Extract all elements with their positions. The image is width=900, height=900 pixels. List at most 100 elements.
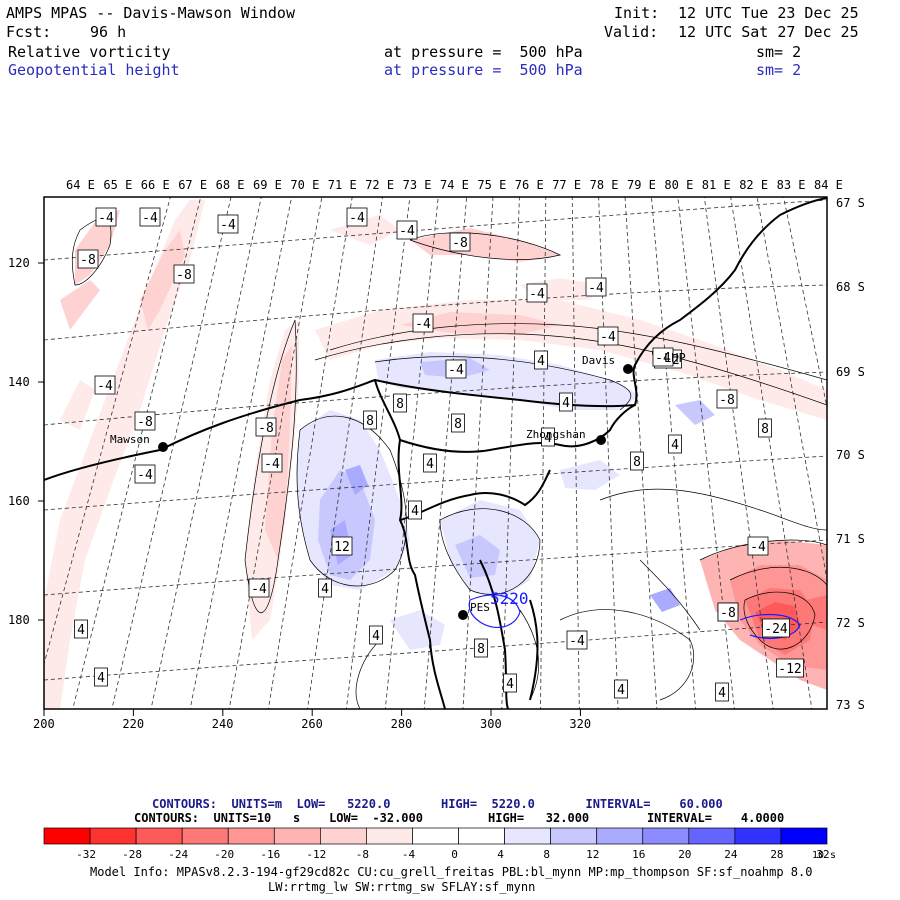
- colorbar-tick-label: 20: [678, 848, 691, 861]
- colorbar-boxes: [43, 827, 828, 845]
- lat-label: 70 S: [836, 448, 865, 462]
- contour-value-label: 4: [668, 434, 682, 454]
- contour-value-label: -4: [139, 207, 161, 227]
- colorbar-tick-label: 24: [724, 848, 738, 861]
- contour-value-text: -4: [142, 211, 158, 226]
- colorbar-tick-label: -4: [402, 848, 416, 861]
- contour-value-label: 12: [331, 536, 353, 556]
- plot-title: AMPS MPAS -- Davis-Mawson Window: [6, 4, 295, 22]
- vorticity-contour-info: CONTOURS: UNITS=10 s LOW= -32.000 HIGH= …: [134, 811, 785, 825]
- contour-value-label: 4: [423, 453, 437, 473]
- vorticity-map: -4 -4 -4 -4 -4 -8 -8 -8 -4 -4 -4 -4 -4 -8 -8 -4 -4 -8 -4 -1…: [8, 178, 865, 731]
- forecast-label: Fcst:: [6, 23, 52, 41]
- colorbar-box: [596, 827, 644, 845]
- y-tick-label: 180: [8, 613, 30, 627]
- contour-label-layer: -4 -4 -4 -4 -4 -8 -8 -8 -4 -4 -4 -4 -4 -8 -8 -4 -4 -8 -4 -1…: [74, 207, 804, 702]
- latitude-labels: 67 S 68 S 69 S 70 S 71 S 72 S 73 S: [836, 196, 865, 712]
- contour-value-label: 4: [614, 679, 628, 699]
- lon-label: 69 E: [253, 178, 282, 192]
- coastline: [44, 197, 827, 709]
- pes-marker: [458, 610, 468, 620]
- pes-label: PES: [470, 601, 490, 614]
- colorbar-box: [227, 827, 275, 845]
- contour-value-label: 4: [408, 500, 422, 520]
- lon-label: 68 E: [216, 178, 245, 192]
- colorbar-box: [89, 827, 137, 845]
- lon-label: 84 E: [814, 178, 843, 192]
- lon-label: 83 E: [777, 178, 806, 192]
- y-tick-label: 140: [8, 375, 30, 389]
- contour-value-label: -4: [566, 630, 588, 650]
- contour-value-text: -4: [569, 634, 585, 649]
- colorbar-tick-label: 28: [770, 848, 783, 861]
- contour-value-text: -4: [529, 287, 545, 302]
- contour-value-label: 4: [534, 350, 548, 370]
- contour-value-text: -4: [98, 211, 114, 226]
- colorbar-tick-label: 16: [632, 848, 645, 861]
- contour-value-label: -8: [173, 264, 195, 284]
- x-tick-label: 280: [391, 717, 413, 731]
- davis-label: Davis: [582, 354, 615, 367]
- contour-value-text: -4: [448, 363, 464, 378]
- lat-label: 69 S: [836, 365, 865, 379]
- contour-value-label: 8: [474, 638, 488, 658]
- mawson-label: Mawson: [110, 433, 150, 446]
- contour-value-text: -4: [588, 281, 604, 296]
- lon-label: 67 E: [178, 178, 207, 192]
- contour-value-text: -4: [97, 379, 113, 394]
- lon-label: 77 E: [552, 178, 581, 192]
- colorbar-box: [43, 827, 91, 845]
- colorbar-box: [458, 827, 505, 845]
- contour-value-text: -8: [720, 606, 736, 621]
- contour-value-label: 8: [758, 418, 772, 438]
- graticule: [44, 197, 827, 709]
- field1-level: at pressure = 500 hPa: [384, 43, 583, 61]
- contour-value-text: -8: [137, 415, 153, 430]
- contour-value-label: 4: [503, 673, 517, 693]
- colorbar-box: [550, 827, 598, 845]
- field2-name: Geopotential height: [8, 61, 180, 79]
- contour-value-text: 4: [506, 677, 514, 692]
- colorbar-box: [181, 827, 229, 845]
- x-tick-label: 220: [122, 717, 144, 731]
- contour-value-text: 8: [396, 397, 404, 412]
- colorbar-tick-label: 4: [497, 848, 504, 861]
- lon-label: 75 E: [477, 178, 506, 192]
- contour-value-text: -4: [349, 211, 365, 226]
- contour-value-text: 8: [761, 422, 769, 437]
- lat-label: 67 S: [836, 196, 865, 210]
- valid-label: Valid:: [604, 23, 659, 41]
- contour-value-label: -4: [94, 375, 116, 395]
- x-tick-label: 200: [33, 717, 55, 731]
- contour-value-label: 4: [541, 427, 555, 447]
- init-label: Init:: [614, 4, 660, 22]
- height-contour-east: [739, 613, 801, 639]
- contour-value-label: 8: [630, 451, 644, 471]
- mawson-marker: [158, 442, 168, 452]
- model-info: Model Info: MPASv8.2.3-194-gf29cd82c CU:…: [90, 865, 813, 879]
- contour-value-text: -8: [258, 421, 274, 436]
- colorbar-tick-label: 12: [586, 848, 599, 861]
- init-time: 12 UTC Tue 23 Dec 25: [678, 4, 859, 22]
- contour-value-label: 8: [363, 410, 377, 430]
- contour-value-text: -4: [251, 582, 267, 597]
- contour-value-text: -4: [750, 540, 766, 555]
- lat-label: 73 S: [836, 698, 865, 712]
- contour-value-label: -8: [449, 232, 471, 252]
- contour-value-text: -4: [655, 351, 671, 366]
- contour-value-label: -8: [717, 602, 739, 622]
- contour-value-label: 4: [318, 578, 332, 598]
- contour-value-text: 4: [372, 629, 380, 644]
- contour-value-label: -4: [652, 347, 674, 367]
- contour-value-label: -4: [217, 214, 239, 234]
- contour-value-text: 4: [562, 396, 570, 411]
- contour-value-text: 12: [334, 540, 350, 555]
- contour-value-label: -4: [396, 220, 418, 240]
- lon-label: 72 E: [365, 178, 394, 192]
- lat-label: 71 S: [836, 532, 865, 546]
- contour-value-label: -4: [346, 207, 368, 227]
- field1-name: Relative vorticity: [8, 43, 171, 61]
- colorbar-tick-label: -16: [260, 848, 280, 861]
- height-contour-label: 5220: [490, 589, 529, 608]
- lon-label: 79 E: [627, 178, 656, 192]
